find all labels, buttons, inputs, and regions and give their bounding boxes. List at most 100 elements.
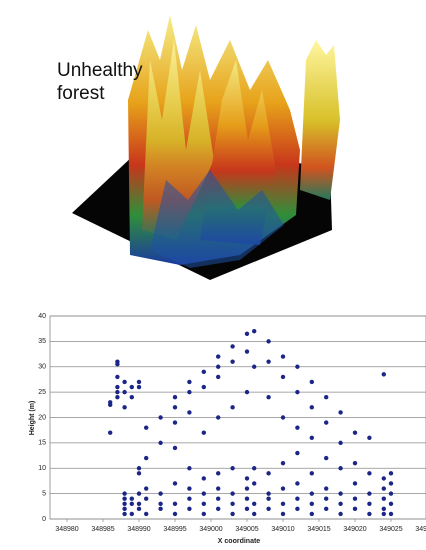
point bbox=[352, 481, 358, 486]
point bbox=[367, 435, 372, 440]
point bbox=[266, 395, 271, 400]
point bbox=[367, 491, 372, 496]
x-tick-label: 349025 bbox=[379, 526, 402, 533]
point bbox=[115, 389, 120, 395]
point bbox=[352, 496, 358, 501]
point bbox=[201, 476, 206, 481]
point bbox=[352, 460, 358, 466]
y-tick-label: 40 bbox=[38, 313, 46, 320]
point bbox=[201, 369, 206, 375]
point bbox=[309, 491, 314, 496]
point bbox=[144, 486, 149, 491]
point bbox=[115, 384, 120, 390]
point bbox=[252, 481, 257, 486]
point bbox=[367, 471, 372, 476]
point bbox=[324, 420, 329, 425]
point bbox=[388, 481, 394, 486]
x-tick-label: 349000 bbox=[199, 526, 222, 533]
y-tick-label: 30 bbox=[38, 364, 46, 371]
point bbox=[295, 389, 300, 395]
point bbox=[280, 354, 286, 359]
x-tick-label: 349010 bbox=[271, 526, 294, 533]
point bbox=[230, 359, 235, 364]
point bbox=[136, 384, 142, 390]
point bbox=[108, 400, 113, 405]
point bbox=[122, 496, 127, 501]
point bbox=[122, 511, 127, 517]
point bbox=[309, 435, 314, 440]
point bbox=[266, 506, 271, 512]
point bbox=[144, 496, 149, 501]
point bbox=[295, 364, 300, 369]
point bbox=[381, 506, 386, 512]
point bbox=[187, 496, 192, 501]
point bbox=[158, 506, 163, 512]
point bbox=[244, 389, 250, 395]
point bbox=[122, 379, 127, 385]
point bbox=[187, 466, 192, 471]
x-tick-label: 348995 bbox=[163, 526, 186, 533]
point bbox=[122, 506, 127, 512]
point bbox=[324, 496, 329, 501]
point bbox=[388, 491, 394, 496]
point bbox=[136, 506, 142, 512]
point bbox=[381, 511, 386, 517]
point bbox=[216, 374, 221, 380]
point bbox=[216, 415, 221, 420]
point bbox=[381, 476, 386, 481]
point bbox=[338, 491, 343, 496]
point bbox=[172, 445, 178, 451]
point bbox=[201, 511, 206, 517]
point bbox=[201, 501, 206, 506]
point bbox=[252, 364, 257, 369]
point bbox=[129, 496, 134, 501]
point bbox=[187, 506, 192, 512]
y-tick-label: 35 bbox=[38, 338, 46, 345]
point bbox=[129, 395, 134, 400]
point bbox=[216, 486, 221, 491]
point bbox=[352, 430, 358, 435]
point bbox=[295, 481, 300, 486]
point bbox=[280, 501, 286, 506]
point bbox=[201, 430, 206, 435]
y-tick-label: 15 bbox=[38, 440, 46, 447]
point bbox=[230, 466, 235, 471]
point bbox=[129, 511, 134, 517]
point bbox=[266, 491, 271, 496]
point bbox=[230, 511, 235, 517]
y-tick-label: 10 bbox=[38, 465, 46, 472]
point bbox=[244, 476, 250, 481]
point bbox=[230, 501, 235, 506]
x-tick-label: 349005 bbox=[235, 526, 258, 533]
annotation-line: forest bbox=[57, 83, 105, 104]
point bbox=[244, 506, 250, 512]
point bbox=[309, 405, 314, 410]
x-tick-label: 348990 bbox=[127, 526, 150, 533]
point bbox=[295, 506, 300, 512]
point bbox=[216, 364, 221, 369]
point bbox=[309, 501, 314, 506]
point bbox=[122, 501, 127, 506]
point bbox=[338, 511, 343, 517]
x-tick-label: 348985 bbox=[91, 526, 114, 533]
point bbox=[136, 501, 142, 506]
point bbox=[230, 344, 235, 349]
point bbox=[216, 471, 221, 476]
y-tick-label: 25 bbox=[38, 389, 46, 396]
point bbox=[158, 415, 163, 420]
point bbox=[309, 471, 314, 476]
point bbox=[324, 486, 329, 491]
forest-render: Unhealthy forest bbox=[57, 15, 340, 280]
point bbox=[295, 450, 300, 456]
point bbox=[216, 354, 221, 359]
y-tick-label: 5 bbox=[42, 490, 46, 497]
point bbox=[244, 496, 250, 501]
point bbox=[201, 491, 206, 496]
point bbox=[266, 359, 271, 364]
point bbox=[216, 496, 221, 501]
point bbox=[187, 410, 192, 415]
point bbox=[144, 455, 149, 461]
point bbox=[158, 440, 163, 446]
point bbox=[266, 471, 271, 476]
point bbox=[216, 506, 221, 512]
